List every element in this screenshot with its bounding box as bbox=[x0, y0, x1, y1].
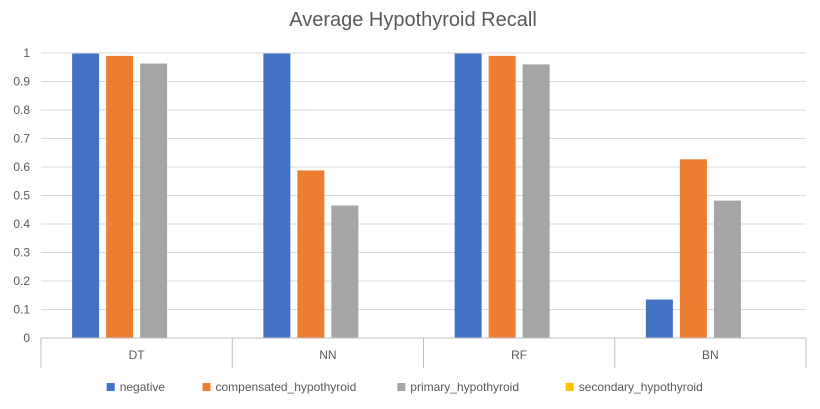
y-axis-ticks: 0 0.1 0.2 0.3 0.4 0.5 0.6 0.7 0.8 0.9 1 bbox=[13, 46, 30, 345]
x-category-label: DT bbox=[129, 348, 146, 362]
bars bbox=[72, 53, 741, 339]
x-axis: DT NN RF BN bbox=[40, 337, 807, 368]
y-tick-label: 0.6 bbox=[13, 160, 30, 174]
legend-swatch bbox=[202, 383, 211, 391]
bar-bn-negative bbox=[645, 299, 673, 338]
bar-rf-primary-hypothyroid bbox=[522, 64, 550, 339]
y-tick-label: 0.2 bbox=[13, 274, 30, 288]
bar-bn-compensated-hypothyroid bbox=[679, 159, 707, 338]
chart-title: Average Hypothyroid Recall bbox=[289, 9, 537, 31]
legend-swatch bbox=[397, 383, 406, 391]
x-category-label: BN bbox=[702, 348, 719, 362]
bar-nn-negative bbox=[263, 53, 291, 338]
legend-label: primary_hypothyroid bbox=[410, 380, 519, 394]
legend-swatch bbox=[565, 383, 574, 391]
y-tick-label: 0.9 bbox=[13, 75, 30, 89]
y-tick-label: 0.4 bbox=[13, 217, 30, 231]
bar-bn-primary-hypothyroid bbox=[713, 200, 741, 338]
y-tick-label: 0.5 bbox=[13, 189, 30, 203]
bar-dt-compensated-hypothyroid bbox=[106, 55, 134, 338]
bar-nn-compensated-hypothyroid bbox=[297, 170, 325, 338]
gridlines bbox=[41, 52, 806, 310]
legend-label: negative bbox=[120, 380, 166, 394]
y-tick-label: 0.8 bbox=[13, 103, 30, 117]
y-tick-label: 0.7 bbox=[13, 132, 30, 146]
legend-label: secondary_hypothyroid bbox=[579, 380, 703, 394]
bar-nn-primary-hypothyroid bbox=[331, 205, 359, 338]
legend-swatch bbox=[106, 383, 115, 391]
y-tick-label: 0.1 bbox=[13, 303, 30, 317]
x-category-label: RF bbox=[511, 348, 527, 362]
y-tick-label: 0.3 bbox=[13, 246, 30, 260]
bar-dt-primary-hypothyroid bbox=[140, 63, 168, 339]
bar-dt-negative bbox=[72, 53, 100, 338]
bar-rf-negative bbox=[454, 53, 482, 338]
bar-rf-compensated-hypothyroid bbox=[488, 55, 516, 338]
y-tick-label: 0 bbox=[23, 331, 30, 345]
legend: negative compensated_hypothyroid primary_h… bbox=[106, 380, 703, 394]
y-tick-label: 1 bbox=[23, 46, 30, 60]
legend-label: compensated_hypothyroid bbox=[216, 380, 357, 394]
x-category-label: NN bbox=[319, 348, 336, 362]
